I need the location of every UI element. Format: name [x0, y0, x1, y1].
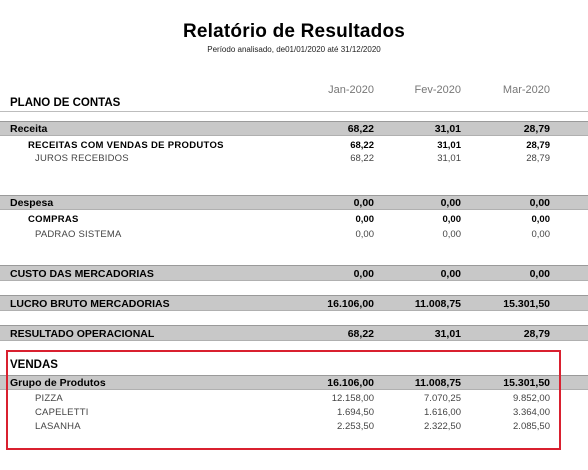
- value-jan: 0,00: [355, 214, 375, 225]
- account-label: COMPRAS: [28, 214, 79, 225]
- value-mar: 0,00: [531, 229, 551, 240]
- row-band: [0, 375, 588, 390]
- row-band: [0, 195, 588, 210]
- value-fev: 31,01: [434, 123, 461, 135]
- value-mar: 28,79: [526, 140, 550, 151]
- product-row: PIZZA 12.158,00 7.070,25 9.852,00: [0, 393, 588, 405]
- account-row-resultado-operacional: RESULTADO OPERACIONAL 68,22 31,01 28,79: [0, 328, 588, 340]
- value-fev: 1.616,00: [424, 407, 461, 418]
- account-label: CUSTO DAS MERCADORIAS: [10, 268, 154, 280]
- vendas-highlight-box: [6, 350, 561, 450]
- account-label: PADRAO SISTEMA: [35, 229, 122, 240]
- value-mar: 28,79: [526, 153, 550, 164]
- value-fev: 7.070,25: [424, 393, 461, 404]
- value-jan: 12.158,00: [331, 393, 374, 404]
- header-divider: [0, 111, 588, 112]
- product-row: LASANHA 2.253,50 2.322,50 2.085,50: [0, 421, 588, 433]
- report-title: Relatório de Resultados: [182, 21, 406, 42]
- account-row: RECEITAS COM VENDAS DE PRODUTOS 68,22 31…: [0, 140, 588, 152]
- account-label: Receita: [10, 123, 48, 135]
- value-mar: 15.301,50: [503, 298, 550, 310]
- value-fev: 0,00: [442, 229, 462, 240]
- value-jan: 68,22: [347, 123, 374, 135]
- group-label: Grupo de Produtos: [10, 377, 106, 389]
- account-row-custo: CUSTO DAS MERCADORIAS 0,00 0,00 0,00: [0, 268, 588, 280]
- value-fev: 2.322,50: [424, 421, 461, 432]
- row-band: [0, 265, 588, 281]
- column-header-month: Jan-2020: [328, 84, 374, 96]
- value-mar: 2.085,50: [513, 421, 550, 432]
- value-jan: 0,00: [355, 229, 375, 240]
- value-mar: 3.364,00: [513, 407, 550, 418]
- row-band: [0, 121, 588, 136]
- product-label: LASANHA: [35, 421, 81, 432]
- product-row: CAPELETTI 1.694,50 1.616,00 3.364,00: [0, 407, 588, 419]
- value-jan: 68,22: [350, 140, 374, 151]
- account-row: COMPRAS 0,00 0,00 0,00: [0, 214, 588, 226]
- group-row-produtos: Grupo de Produtos 16.106,00 11.008,75 15…: [0, 377, 588, 389]
- value-mar: 28,79: [523, 123, 550, 135]
- account-row: JUROS RECEBIDOS 68,22 31,01 28,79: [0, 153, 588, 165]
- product-label: CAPELETTI: [35, 407, 89, 418]
- value-jan: 0,00: [353, 268, 374, 280]
- value-mar: 0,00: [529, 268, 550, 280]
- value-jan: 0,00: [353, 197, 374, 209]
- account-label: LUCRO BRUTO MERCADORIAS: [10, 298, 170, 310]
- value-mar: 15.301,50: [503, 377, 550, 389]
- account-label: JUROS RECEBIDOS: [35, 153, 129, 164]
- account-row-lucro-bruto: LUCRO BRUTO MERCADORIAS 16.106,00 11.008…: [0, 298, 588, 310]
- value-fev: 31,01: [434, 328, 461, 340]
- row-band: [0, 295, 588, 311]
- column-header-month: Fev-2020: [414, 84, 461, 96]
- value-jan: 2.253,50: [337, 421, 374, 432]
- value-jan: 16.106,00: [327, 298, 374, 310]
- value-jan: 16.106,00: [327, 377, 374, 389]
- account-row-despesa: Despesa 0,00 0,00 0,00: [0, 197, 588, 209]
- value-mar: 0,00: [531, 214, 551, 225]
- account-row: PADRAO SISTEMA 0,00 0,00 0,00: [0, 229, 588, 241]
- account-row-receita: Receita 68,22 31,01 28,79: [0, 123, 588, 135]
- account-label: RECEITAS COM VENDAS DE PRODUTOS: [28, 140, 224, 151]
- account-label: RESULTADO OPERACIONAL: [10, 328, 155, 340]
- value-fev: 0,00: [442, 214, 462, 225]
- value-fev: 31,01: [437, 140, 461, 151]
- value-mar: 9.852,00: [513, 393, 550, 404]
- value-jan: 1.694,50: [337, 407, 374, 418]
- value-fev: 0,00: [440, 268, 461, 280]
- section-title-plano-de-contas: PLANO DE CONTAS: [10, 97, 121, 109]
- value-fev: 11.008,75: [414, 298, 461, 310]
- value-mar: 0,00: [529, 197, 550, 209]
- value-fev: 0,00: [440, 197, 461, 209]
- row-band: [0, 325, 588, 341]
- value-jan: 68,22: [347, 328, 374, 340]
- product-label: PIZZA: [35, 393, 63, 404]
- report-period: Período analisado, de01/01/2020 até 31/1…: [207, 45, 381, 54]
- value-fev: 11.008,75: [414, 377, 461, 389]
- section-title-vendas: VENDAS: [10, 359, 58, 371]
- value-mar: 28,79: [523, 328, 550, 340]
- account-label: Despesa: [10, 197, 54, 209]
- value-jan: 68,22: [350, 153, 374, 164]
- column-header-month: Mar-2020: [502, 84, 550, 96]
- value-fev: 31,01: [437, 153, 461, 164]
